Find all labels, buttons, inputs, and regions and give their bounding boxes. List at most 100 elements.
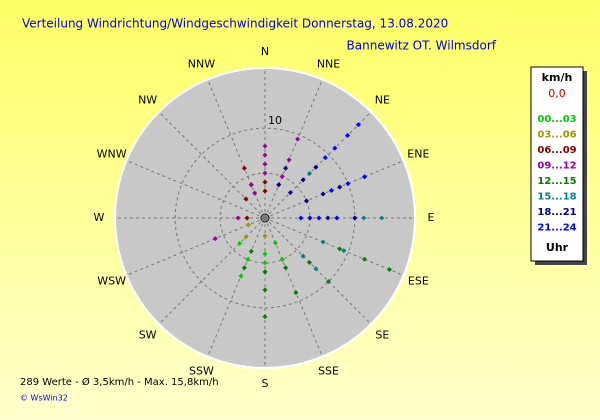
- data-point: [345, 132, 351, 138]
- data-point: [313, 266, 319, 272]
- data-point: [362, 256, 368, 262]
- data-point: [307, 215, 313, 221]
- legend-entry: 12...15: [537, 176, 576, 187]
- direction-label: WSW: [97, 275, 126, 288]
- data-point: [248, 248, 254, 254]
- data-point: [241, 265, 247, 271]
- data-point: [262, 161, 268, 167]
- credit: © WsWin32: [20, 394, 68, 403]
- center-marker: [260, 213, 270, 223]
- legend-entry: 06...09: [537, 145, 576, 156]
- direction-label: NW: [138, 94, 157, 107]
- spoke: [264, 217, 404, 276]
- data-point: [272, 240, 278, 246]
- legend-unit: Uhr: [546, 241, 569, 254]
- legend-entry: 21...24: [537, 223, 576, 234]
- data-point: [362, 174, 368, 180]
- data-point: [306, 171, 312, 177]
- direction-label: E: [428, 211, 435, 224]
- direction-label: SE: [375, 328, 389, 341]
- direction-label: NNW: [188, 58, 215, 71]
- spoke: [207, 217, 266, 357]
- footer: 289 Werte - Ø 3,5km/h - Max. 15,8km/h: [20, 376, 219, 388]
- data-point: [252, 190, 258, 196]
- data-point: [262, 152, 268, 158]
- data-point: [361, 215, 367, 221]
- data-point: [279, 174, 285, 180]
- data-point: [262, 251, 268, 257]
- data-point: [262, 260, 268, 266]
- legend-calm: 0,0: [548, 87, 566, 100]
- spoke: [126, 217, 266, 276]
- spoke: [264, 217, 323, 357]
- data-point: [241, 165, 247, 171]
- data-point: [379, 215, 385, 221]
- data-point: [283, 265, 289, 271]
- data-point: [322, 155, 328, 161]
- data-point: [298, 215, 304, 221]
- data-point: [244, 215, 250, 221]
- direction-label: W: [94, 211, 105, 224]
- legend-entry: 09...12: [537, 161, 576, 172]
- data-point: [286, 157, 292, 163]
- data-point: [262, 179, 268, 185]
- spoke: [158, 217, 266, 325]
- data-point: [248, 182, 254, 188]
- data-point: [303, 198, 309, 204]
- data-point: [295, 136, 301, 142]
- data-point: [337, 184, 343, 190]
- data-point: [332, 145, 338, 151]
- chart-subtitle: Bannewitz OT. Wilmsdorf: [347, 39, 497, 53]
- data-point: [337, 246, 343, 252]
- spoke: [264, 111, 372, 219]
- direction-label: N: [261, 45, 269, 58]
- data-point: [328, 188, 334, 194]
- spoke: [126, 160, 266, 219]
- data-point: [283, 165, 289, 171]
- data-point: [262, 269, 268, 275]
- data-point: [243, 234, 249, 240]
- data-point: [262, 287, 268, 293]
- direction-label: SSW: [189, 364, 214, 377]
- data-point: [313, 164, 319, 170]
- spoke: [264, 160, 404, 219]
- data-point: [325, 215, 331, 221]
- data-point: [386, 267, 392, 273]
- direction-label: ENE: [407, 147, 429, 160]
- direction-label: SSE: [318, 364, 339, 377]
- data-point: [300, 253, 306, 259]
- spoke: [264, 217, 372, 325]
- data-point: [262, 314, 268, 320]
- spoke: [158, 111, 266, 219]
- data-point: [245, 256, 251, 262]
- direction-label: WNW: [97, 147, 127, 160]
- legend-entry: 00...03: [537, 114, 576, 125]
- data-point: [320, 239, 326, 245]
- data-point: [212, 236, 218, 242]
- legend-title: km/h: [542, 71, 573, 84]
- data-point: [293, 290, 299, 296]
- data-point: [279, 256, 285, 262]
- data-point: [345, 181, 351, 187]
- data-point: [262, 143, 268, 149]
- data-point: [276, 182, 282, 188]
- data-point: [352, 215, 358, 221]
- r-tick-label: 10: [268, 114, 282, 127]
- data-point: [320, 191, 326, 197]
- data-point: [316, 215, 322, 221]
- data-point: [243, 196, 249, 202]
- direction-label: NNE: [317, 58, 340, 71]
- spoke: [264, 79, 323, 219]
- data-point: [238, 273, 244, 279]
- data-point: [300, 177, 306, 183]
- legend-box: [530, 66, 584, 262]
- data-point: [355, 122, 361, 128]
- legend-entry: 03...06: [537, 130, 576, 141]
- direction-label: NE: [375, 94, 390, 107]
- data-point: [262, 170, 268, 176]
- data-point: [237, 240, 243, 246]
- data-point: [326, 279, 332, 285]
- data-point: [287, 190, 293, 196]
- spoke: [207, 79, 266, 219]
